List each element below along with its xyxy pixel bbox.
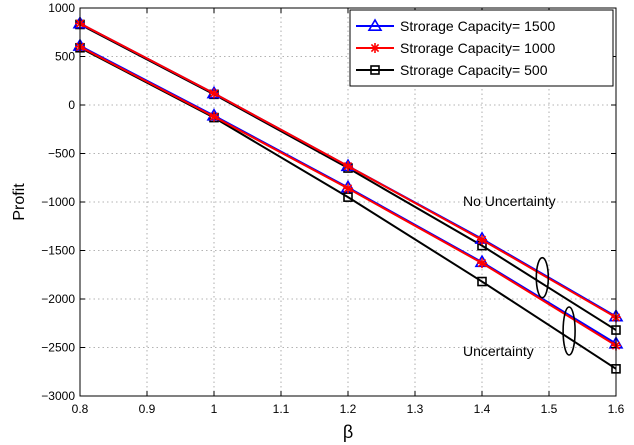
y-tick-label: −1500	[41, 244, 75, 258]
legend-label: Strorage Capacity= 1500	[400, 18, 555, 34]
x-tick-label: 0.9	[139, 402, 156, 416]
annotation-no-uncertainty: No Uncertainty	[463, 193, 556, 209]
marker-triangle	[367, 18, 383, 32]
y-tick-label: −3000	[41, 389, 75, 403]
x-tick-label: 1.6	[608, 402, 625, 416]
x-tick-label: 0.8	[72, 402, 89, 416]
y-tick-label: 500	[55, 50, 75, 64]
legend-item: Strorage Capacity= 1500	[356, 18, 555, 34]
x-tick-label: 1	[211, 402, 218, 416]
x-tick-label: 1.5	[541, 402, 558, 416]
legend-item: Strorage Capacity= 1000	[356, 40, 555, 56]
ticks: 0.8 0.9 1 1.1 1.2 1.3 1.4 1.5 1.6 −3000 −2500 −2000…	[41, 1, 624, 416]
marker-asterisk	[477, 234, 487, 245]
y-tick-label: −2000	[41, 292, 75, 306]
legend: Strorage Capacity= 1500 Strorage Capacity…	[349, 9, 614, 87]
series-group	[72, 15, 624, 374]
legend-label: Strorage Capacity= 500	[400, 62, 548, 78]
y-tick-label: 1000	[48, 1, 75, 15]
marker-square	[477, 276, 487, 287]
marker-asterisk	[477, 258, 487, 269]
y-tick-label: −2500	[41, 341, 75, 355]
legend-item: Strorage Capacity= 500	[356, 62, 548, 78]
y-tick-label: 0	[68, 98, 75, 112]
annotation-uncertainty: Uncertainty	[463, 343, 534, 359]
marker-asterisk	[370, 43, 380, 53]
marker-square	[370, 65, 380, 75]
x-tick-label: 1.4	[474, 402, 491, 416]
y-axis-label: Profit	[11, 183, 28, 221]
annotations: No Uncertainty Uncertainty	[463, 193, 576, 359]
legend-label: Strorage Capacity= 1000	[400, 40, 555, 56]
marker-asterisk	[343, 183, 353, 194]
annotation-ellipse-uncertainty	[562, 306, 576, 356]
marker-asterisk	[343, 161, 353, 172]
marker-asterisk	[209, 88, 219, 99]
marker-asterisk	[209, 111, 219, 122]
y-tick-label: −500	[48, 147, 75, 161]
annotation-ellipse-no-uncertainty	[535, 256, 550, 299]
x-axis-label: β	[343, 422, 353, 442]
x-tick-label: 1.2	[340, 402, 357, 416]
x-tick-label: 1.1	[273, 402, 290, 416]
y-tick-label: −1000	[41, 195, 75, 209]
x-tick-label: 1.3	[407, 402, 424, 416]
